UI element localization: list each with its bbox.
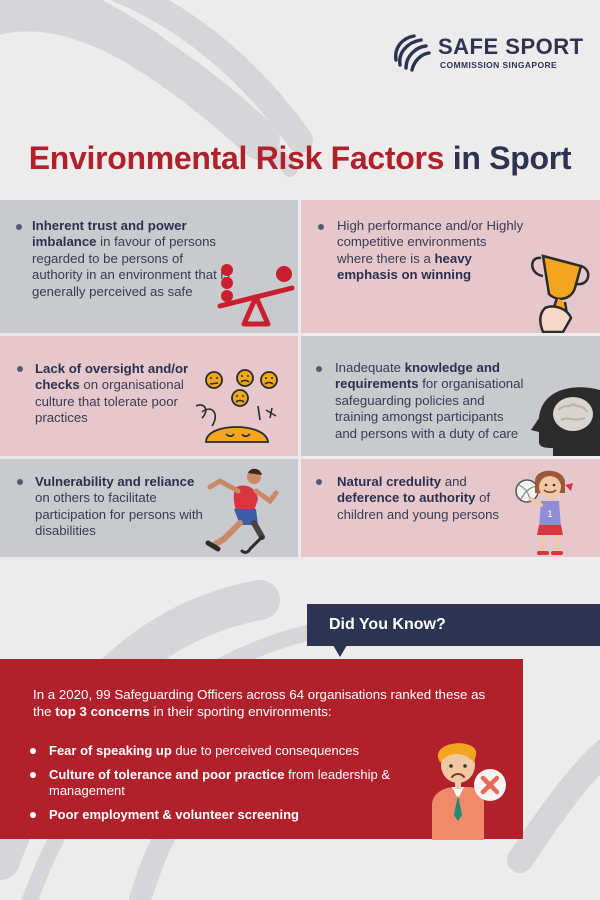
concerns-intro: In a 2020, 99 Safeguarding Officers acro… bbox=[33, 687, 486, 719]
risk-factor-text: Inadequate knowledge and requirements fo… bbox=[335, 360, 524, 441]
page-title: Environmental Risk Factors in Sport bbox=[0, 140, 600, 177]
did-you-know-banner: Did You Know? bbox=[307, 604, 600, 646]
bullet-icon bbox=[316, 479, 322, 485]
risk-factor-text: High performance and/or Highly competiti… bbox=[337, 218, 524, 283]
bullet-icon bbox=[316, 366, 322, 372]
list-item: Culture of tolerance and poor practice f… bbox=[30, 767, 420, 800]
girl-volleyball-icon: 1 bbox=[515, 470, 573, 555]
bullet-icon bbox=[30, 748, 36, 754]
bullet-icon bbox=[318, 224, 324, 230]
bullet-icon bbox=[30, 771, 36, 778]
svg-text:1: 1 bbox=[547, 510, 553, 520]
runner-prosthetic-icon bbox=[205, 468, 279, 554]
risk-factor-card-3: Lack of oversight and/or checks on organ… bbox=[0, 336, 298, 456]
risk-factor-text: Vulnerability and reliance on others to … bbox=[35, 474, 203, 539]
list-item: Poor employment & volunteer screening bbox=[30, 807, 420, 824]
risk-factor-text: Inherent trust and power imbalance in fa… bbox=[32, 218, 230, 299]
safe-sport-logo[interactable]: SAFE SPORT COMMISSION SINGAPORE bbox=[388, 30, 588, 80]
emotions-icon bbox=[196, 369, 278, 443]
worried-man-icon bbox=[432, 743, 506, 840]
risk-factor-card-2: High performance and/or Highly competiti… bbox=[301, 200, 600, 333]
seesaw-icon bbox=[217, 264, 295, 327]
speech-tail-icon bbox=[333, 645, 347, 657]
bullet-icon bbox=[17, 479, 23, 485]
risk-factor-card-6: Natural credulity and deference to autho… bbox=[301, 459, 600, 557]
concerns-list: Fear of speaking up due to perceived con… bbox=[30, 743, 420, 830]
risk-factor-card-5: Vulnerability and reliance on others to … bbox=[0, 459, 298, 557]
bullet-icon bbox=[17, 366, 23, 372]
title-part-1: Environmental Risk Factors bbox=[28, 140, 445, 176]
risk-factor-text: Lack of oversight and/or checks on organ… bbox=[35, 361, 189, 426]
risk-factor-card-1: Inherent trust and power imbalance in fa… bbox=[0, 200, 298, 333]
brand-subtitle: COMMISSION SINGAPORE bbox=[440, 60, 558, 70]
did-you-know-label: Did You Know? bbox=[329, 616, 446, 633]
risk-factor-card-4: Inadequate knowledge and requirements fo… bbox=[301, 336, 600, 456]
title-part-2: in Sport bbox=[452, 140, 572, 176]
risk-factor-text: Natural credulity and deference to autho… bbox=[337, 474, 500, 522]
logo-mark-icon bbox=[394, 34, 431, 72]
list-item: Fear of speaking up due to perceived con… bbox=[30, 743, 420, 760]
head-brain-icon bbox=[531, 387, 600, 456]
brand-name: SAFE SPORT bbox=[438, 34, 584, 59]
trophy-icon bbox=[531, 254, 590, 333]
bullet-icon bbox=[16, 224, 22, 230]
bullet-icon bbox=[30, 811, 36, 818]
